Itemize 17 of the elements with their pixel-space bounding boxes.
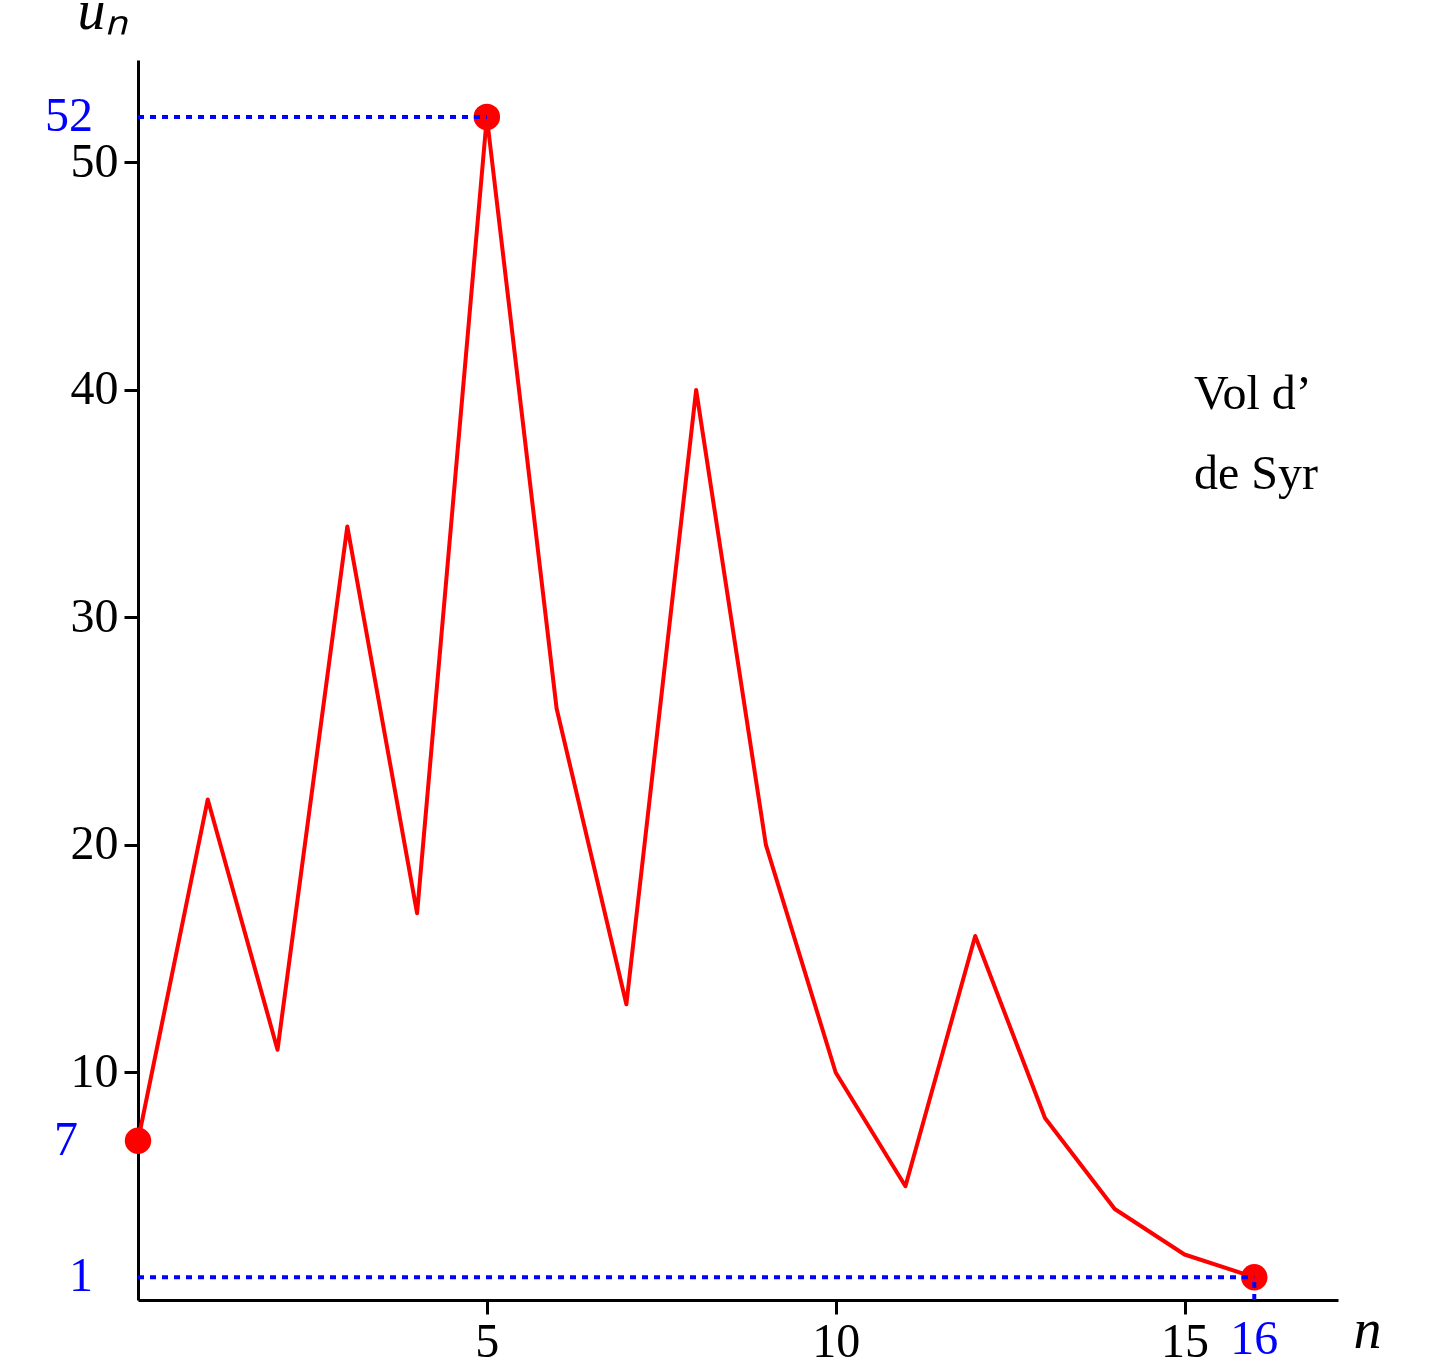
y-tick-label: 10	[70, 1043, 119, 1097]
x-tick-label: 5	[475, 1313, 500, 1366]
point	[473, 103, 501, 131]
ref-line-label: 1	[69, 1248, 93, 1302]
x-axis-title: n	[1353, 1297, 1382, 1360]
x-tick-label: 10	[812, 1313, 861, 1366]
annotation: 7	[54, 1111, 78, 1165]
point	[124, 1127, 152, 1154]
point	[1241, 1264, 1268, 1291]
y-axis-title: uₙ	[77, 0, 129, 41]
ref-line-label: 16	[1230, 1311, 1279, 1364]
y-tick-label: 40	[70, 361, 119, 415]
annotation: Vol d’	[1194, 365, 1312, 419]
y-tick-label: 20	[70, 816, 119, 870]
y-tick-label: 30	[70, 588, 119, 642]
annotation: de Syr	[1194, 446, 1318, 500]
x-tick-label: 15	[1161, 1313, 1210, 1366]
